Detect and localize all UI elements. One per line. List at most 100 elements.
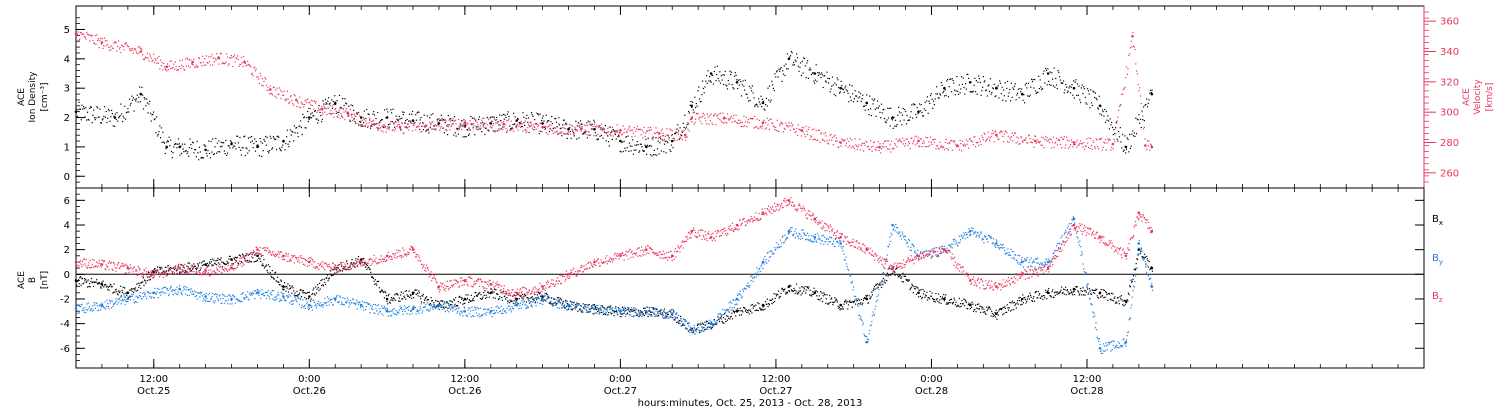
bx-series-sample: [594, 304, 595, 305]
density-series-sample: [86, 120, 87, 121]
bx-series-sample: [251, 261, 252, 262]
velocity-series-sample: [966, 139, 967, 140]
density-series-sample: [1040, 86, 1041, 87]
bx-series-sample: [493, 297, 494, 298]
density-series-sample: [818, 75, 819, 76]
bx-series-sample: [95, 281, 96, 282]
bx-series-sample: [787, 292, 788, 293]
by-series-sample: [110, 302, 111, 303]
by-series-sample: [85, 312, 86, 313]
density-series-sample: [1029, 96, 1030, 97]
density-series-sample: [110, 116, 111, 117]
density-series-sample: [670, 151, 671, 152]
bx-series-sample: [966, 302, 967, 303]
bx-series-sample: [639, 313, 640, 314]
bx-series-sample: [725, 321, 726, 322]
velocity-series-sample: [294, 94, 295, 95]
bx-series-sample: [145, 280, 146, 281]
velocity-series-sample: [871, 146, 872, 147]
by-series-sample: [189, 289, 190, 290]
by-series-sample: [132, 294, 133, 295]
bx-series-sample: [750, 311, 751, 312]
velocity-series-sample: [445, 121, 446, 122]
bx-series-sample: [191, 265, 192, 266]
bx-series-sample: [521, 295, 522, 296]
bx-series-sample: [192, 269, 193, 270]
density-series-sample: [158, 134, 159, 135]
bx-series-sample: [598, 310, 599, 311]
density-series-sample: [77, 116, 78, 117]
velocity-series-sample: [1043, 137, 1044, 138]
velocity-series-sample: [574, 133, 575, 134]
density-series-sample: [284, 149, 285, 150]
density-series-sample: [1075, 82, 1076, 83]
bottom-panel-frame: [76, 188, 1424, 368]
bx-series-sample: [1007, 304, 1008, 305]
density-series-sample: [900, 120, 901, 121]
density-series-sample: [143, 108, 144, 109]
bx-series-sample: [99, 282, 100, 283]
bx-series-sample: [392, 300, 393, 301]
by-series-sample: [140, 292, 141, 293]
density-series-sample: [531, 112, 532, 113]
bx-series-sample: [160, 269, 161, 270]
velocity-series-sample: [183, 69, 184, 70]
velocity-series-sample: [141, 48, 142, 49]
velocity-series-sample: [990, 138, 991, 139]
velocity-series-sample: [423, 122, 424, 123]
bx-series-sample: [582, 312, 583, 313]
density-series-sample: [983, 76, 984, 77]
bx-series-sample: [989, 307, 990, 308]
density-series-sample: [931, 93, 932, 94]
density-series-sample: [648, 138, 649, 139]
bx-series-sample: [1064, 289, 1065, 290]
density-series-sample: [1076, 95, 1077, 96]
bx-series-sample: [1136, 263, 1137, 264]
density-series-sample: [1148, 103, 1149, 104]
bx-series-sample: [653, 309, 654, 310]
velocity-series-sample: [156, 63, 157, 64]
bx-series-sample: [317, 284, 318, 285]
velocity-series-sample: [956, 146, 957, 147]
bx-series-sample: [830, 302, 831, 303]
velocity-series-sample: [438, 121, 439, 122]
density-series-sample: [1033, 87, 1034, 88]
bx-series-sample: [1130, 286, 1131, 287]
velocity-series-sample: [743, 126, 744, 127]
density-series-sample: [1130, 148, 1131, 149]
bx-series-sample: [890, 275, 891, 276]
density-series-sample: [1044, 82, 1045, 83]
density-series-sample: [773, 88, 774, 89]
velocity-series-sample: [353, 119, 354, 120]
bx-series-sample: [846, 302, 847, 303]
density-series-sample: [1094, 97, 1095, 98]
velocity-series-sample: [493, 123, 494, 124]
density-series-sample: [1088, 90, 1089, 91]
by-series-sample: [118, 299, 119, 300]
velocity-series-sample: [1022, 141, 1023, 142]
bx-series-sample: [423, 294, 424, 295]
velocity-series-sample: [812, 129, 813, 130]
by-series-sample: [211, 296, 212, 297]
velocity-series-sample: [557, 131, 558, 132]
bx-series-sample: [338, 268, 339, 269]
density-series-sample: [541, 120, 542, 121]
velocity-series-sample: [267, 87, 268, 88]
density-series-sample: [1113, 129, 1114, 130]
density-series-sample: [777, 70, 778, 71]
bx-series-sample: [259, 258, 260, 259]
bx-series-sample: [323, 285, 324, 286]
bx-series-sample: [545, 293, 546, 294]
velocity-series-sample: [326, 108, 327, 109]
bx-series-sample: [303, 290, 304, 291]
bx-series-sample: [965, 301, 966, 302]
bx-series-sample: [336, 269, 337, 270]
velocity-series-sample: [808, 129, 809, 130]
bx-series-sample: [1011, 302, 1012, 303]
velocity-series-sample: [995, 131, 996, 132]
bx-series-sample: [866, 296, 867, 297]
bx-series-sample: [862, 304, 863, 305]
density-series-sample: [802, 61, 803, 62]
velocity-series-sample: [1149, 150, 1150, 151]
